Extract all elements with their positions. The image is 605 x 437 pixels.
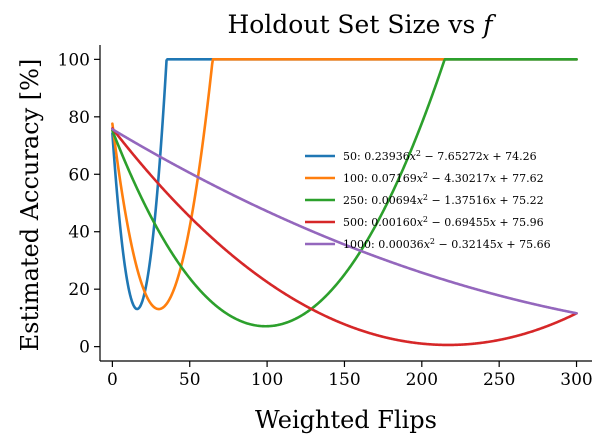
- y-tick-label: 20: [68, 280, 90, 300]
- axes: [99, 45, 592, 362]
- legend-label-500: 500: 0.00160x2 − 0.69455x + 75.96: [343, 215, 544, 229]
- x-ticks: 0 50 100 150 200 250 300: [107, 361, 593, 390]
- x-tick-label: 100: [251, 370, 283, 390]
- y-tick-label: 100: [58, 50, 90, 70]
- chart-title: Holdout Set Size vs f: [227, 10, 496, 39]
- x-tick-label: 0: [107, 370, 118, 390]
- x-tick-label: 150: [328, 370, 360, 390]
- series-line-1000: [111, 127, 578, 315]
- x-tick-label: 300: [560, 370, 592, 390]
- legend-label-100: 100: 0.07169x2 − 4.30217x + 77.62: [343, 171, 544, 185]
- x-tick-label: 200: [406, 370, 438, 390]
- y-tick-label: 80: [68, 108, 90, 128]
- plot-lines: [111, 58, 578, 347]
- legend: 50: 0.23936x2 − 7.65272x + 74.26 100: 0.0…: [305, 149, 551, 251]
- y-tick-label: 0: [79, 338, 90, 358]
- series-line-500: [111, 127, 578, 347]
- legend-label-1000: 1000: 0.00036x2 − 0.32145x + 75.66: [343, 237, 551, 251]
- y-axis-label: Estimated Accuracy [%]: [16, 59, 44, 352]
- y-tick-label: 40: [68, 223, 90, 243]
- x-axis-label: Weighted Flips: [255, 406, 437, 434]
- x-tick-label: 50: [179, 370, 201, 390]
- legend-label-50: 50: 0.23936x2 − 7.65272x + 74.26: [343, 149, 537, 163]
- x-tick-label: 250: [483, 370, 515, 390]
- y-tick-label: 60: [68, 165, 90, 185]
- legend-label-250: 250: 0.00694x2 − 1.37516x + 75.22: [343, 193, 544, 207]
- y-ticks: 0 20 40 60 80 100: [58, 50, 100, 358]
- series-line-250: [111, 58, 578, 328]
